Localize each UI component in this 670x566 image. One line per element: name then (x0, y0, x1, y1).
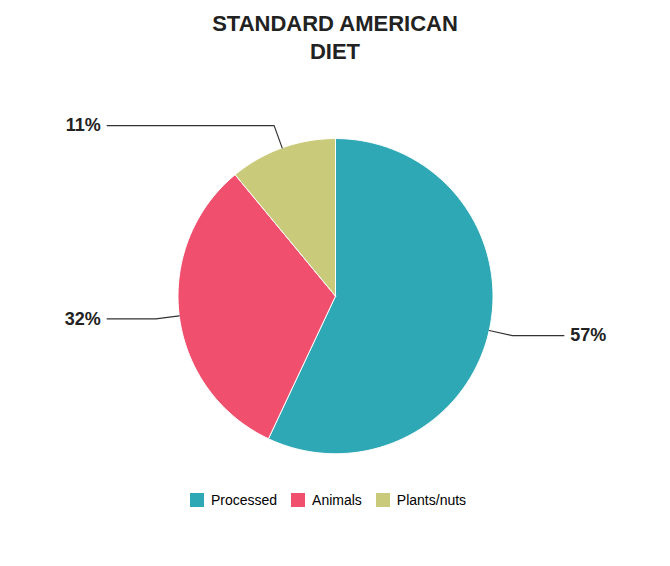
html-text:Plants/nuts: Plants/nuts (396, 491, 467, 508)
svg-text:32%: 32% (65, 309, 101, 329)
svg-text:11%: 11% (66, 115, 101, 135)
html-text:Animals: Animals (312, 491, 362, 508)
html-text:STANDARD AMERICAN DIET: STANDARD AMERICAN DIET (212, 11, 458, 64)
svg-text:57%: 57% (570, 325, 606, 345)
html-text:Processed: Processed (210, 491, 277, 508)
